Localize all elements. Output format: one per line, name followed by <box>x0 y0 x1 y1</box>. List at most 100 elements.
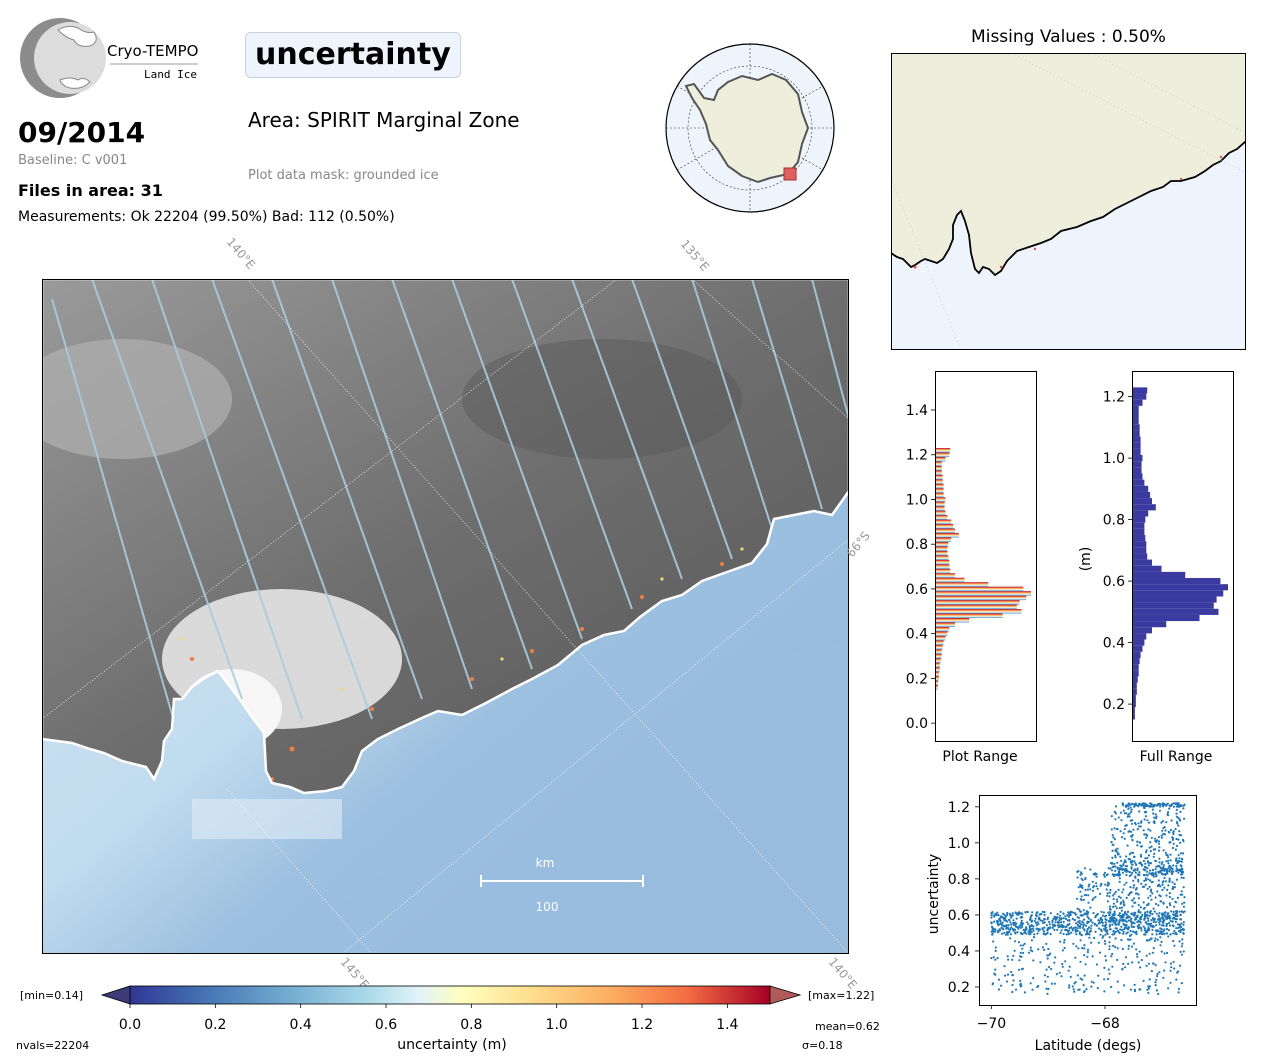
scatter-point <box>1118 919 1121 922</box>
histogram-bar <box>1133 608 1219 615</box>
scatter-point <box>1160 834 1163 837</box>
scatter-point <box>1127 919 1130 922</box>
scatter-point <box>1126 870 1130 873</box>
scatter-point <box>1018 911 1021 914</box>
scatter-point <box>1108 925 1111 928</box>
scatter-point <box>1142 859 1145 863</box>
scatter-point <box>1152 875 1155 878</box>
scatter-point <box>1139 825 1142 828</box>
scatter-point <box>1183 817 1186 820</box>
scatter-point <box>1154 896 1157 899</box>
scatter-point <box>1141 802 1144 805</box>
scatter-point <box>1100 910 1103 913</box>
histogram-bar <box>936 671 939 677</box>
histogram-ytick-label: 0.6 <box>1103 574 1125 590</box>
scatter-point <box>1083 923 1086 926</box>
histogram-bar <box>1133 578 1221 585</box>
scatter-point <box>1122 932 1125 935</box>
scatter-point <box>1139 918 1143 921</box>
scatter-point <box>1128 815 1131 818</box>
scatter-point <box>1113 931 1116 934</box>
scatter-point <box>1169 981 1172 984</box>
scatter-point <box>1146 819 1149 822</box>
scatter-point <box>1010 970 1013 974</box>
histogram-bar <box>936 613 1003 618</box>
scatter-point <box>1133 855 1136 859</box>
scatter-point <box>1062 920 1065 923</box>
scatter-point <box>1061 949 1064 952</box>
scatter-point <box>1039 961 1042 964</box>
scatter-point <box>1181 942 1184 945</box>
scatter-point <box>1175 918 1178 921</box>
scatter-point <box>1178 857 1181 860</box>
colorbar-tick-label: 0.4 <box>290 1017 312 1033</box>
scatter-point <box>1017 927 1020 930</box>
histogram-bar <box>1133 621 1167 628</box>
scatter-point <box>1149 894 1152 897</box>
scatter-point <box>1104 921 1107 924</box>
scatter-point <box>1122 962 1125 965</box>
area-highlight-box <box>783 167 797 181</box>
scatter-point <box>990 930 993 933</box>
scatter-point <box>1164 880 1167 883</box>
scatter-point <box>1088 933 1091 936</box>
scatter-point <box>1053 928 1056 931</box>
scatter-point <box>1027 923 1030 926</box>
histogram-bar <box>1133 510 1149 517</box>
scatter-point <box>1071 927 1074 930</box>
scatter-point <box>1162 922 1165 925</box>
histogram-bar <box>1133 694 1136 702</box>
scatter-point <box>1072 942 1075 945</box>
scatter-point <box>1162 866 1165 869</box>
scatter-point <box>1031 988 1034 991</box>
histogram-bar <box>1133 565 1162 572</box>
scatter-point <box>1161 869 1164 872</box>
scatter-point <box>1112 898 1115 901</box>
scatter-point <box>1068 986 1071 989</box>
colorbar-tick-label: 0.6 <box>375 1017 397 1033</box>
scatter-point <box>1123 984 1126 987</box>
scatter-point <box>1136 955 1139 958</box>
colorbar-gradient <box>129 985 771 1005</box>
scatter-point <box>1147 987 1150 990</box>
scatter-point <box>1126 938 1130 941</box>
scatter-point <box>996 931 999 934</box>
histogram-full-range: 0.2 0.4 0.6 0.8 1.0 1.2 (m) Full Range <box>1078 371 1234 765</box>
scatter-point <box>1137 805 1140 808</box>
scatter-point <box>1117 895 1120 898</box>
scatter-point <box>1148 978 1151 981</box>
scatter-point <box>1106 900 1109 903</box>
scatter-point <box>1157 879 1160 882</box>
scatter-point <box>1087 894 1090 897</box>
histogram-bar <box>936 519 952 525</box>
histogram-ytick-label: 0.4 <box>1103 636 1125 652</box>
scatter-point <box>1120 909 1123 912</box>
scatter-point <box>1116 929 1119 932</box>
scatter-point <box>1125 923 1128 926</box>
scatter-point <box>1077 925 1080 928</box>
scatter-point <box>1151 892 1154 895</box>
histogram-plot-range-yticks: 0.0 0.2 0.4 0.6 0.8 1.0 1.2 1.4 <box>906 403 935 732</box>
scatter-point <box>1137 825 1141 828</box>
scatter-point <box>1142 829 1145 832</box>
scalebar-value: 100 <box>536 900 559 914</box>
scatter-point <box>1069 975 1072 978</box>
histogram-bar <box>936 474 943 480</box>
scatter-point <box>1022 951 1025 954</box>
scatter-point <box>1156 839 1159 842</box>
scatter-point <box>1131 833 1134 837</box>
scatter-point <box>998 929 1002 932</box>
scatter-point <box>1113 862 1116 865</box>
scatter-point <box>1032 977 1035 980</box>
scatter-point <box>1110 841 1113 844</box>
scatter-point <box>1137 924 1140 927</box>
histogram-bar <box>1133 473 1143 480</box>
scatter-point <box>1139 916 1142 919</box>
scatter-point <box>1169 919 1172 922</box>
scatter-point <box>1098 951 1101 954</box>
scatter-point <box>1160 940 1163 943</box>
scatter-point <box>1134 868 1137 871</box>
scatter-point <box>1100 918 1103 921</box>
scatter-point <box>1124 812 1128 815</box>
scatter-point <box>1132 921 1135 924</box>
